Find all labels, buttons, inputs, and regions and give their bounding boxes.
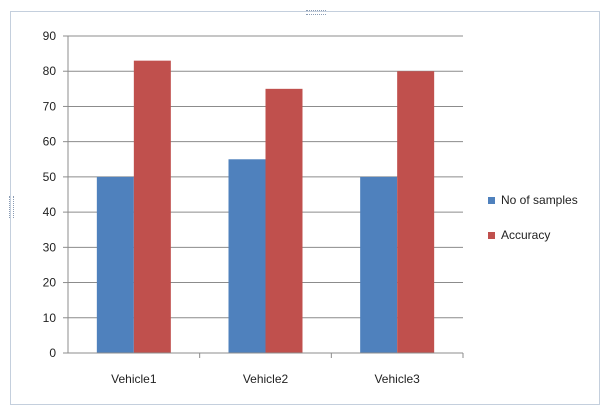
y-tick-label: 80 [43,64,57,78]
x-tick-label: Vehicle3 [374,372,420,386]
x-tick-label: Vehicle2 [243,372,289,386]
legend-item-accuracy: Accuracy [488,225,578,245]
y-tick-label: 60 [43,135,57,149]
y-tick-label: 40 [43,205,57,219]
bar-no-of-samples-vehicle2 [228,159,266,353]
bar-no-of-samples-vehicle1 [96,176,134,353]
axis-labels: 0 10 20 30 40 50 60 70 80 90 Vehicle1 Vehicle2 Vehic… [43,29,421,386]
bars [96,60,435,354]
legend-label-accuracy: Accuracy [501,228,551,242]
y-tick-label: 30 [43,240,57,254]
legend-swatch-accuracy [488,231,495,239]
y-tick-label: 50 [43,170,57,184]
axes [63,35,464,358]
legend-swatch-no-of-samples [488,196,495,204]
y-tick-label: 70 [43,99,57,113]
resize-handle-top[interactable] [306,10,326,15]
resize-handle-left[interactable] [9,196,14,218]
bar-accuracy-vehicle1 [133,60,171,354]
y-tick-label: 10 [43,311,57,325]
legend-item-no-of-samples: No of samples [488,190,578,210]
bar-no-of-samples-vehicle3 [360,176,398,353]
legend-label-no-of-samples: No of samples [501,193,578,207]
y-tick-label: 0 [49,346,56,360]
legend: No of samples Accuracy [488,190,578,260]
y-tick-label: 90 [43,29,57,43]
bar-accuracy-vehicle2 [265,88,303,353]
x-tick-label: Vehicle1 [111,372,157,386]
y-tick-label: 20 [43,276,57,290]
bar-accuracy-vehicle3 [397,71,435,353]
